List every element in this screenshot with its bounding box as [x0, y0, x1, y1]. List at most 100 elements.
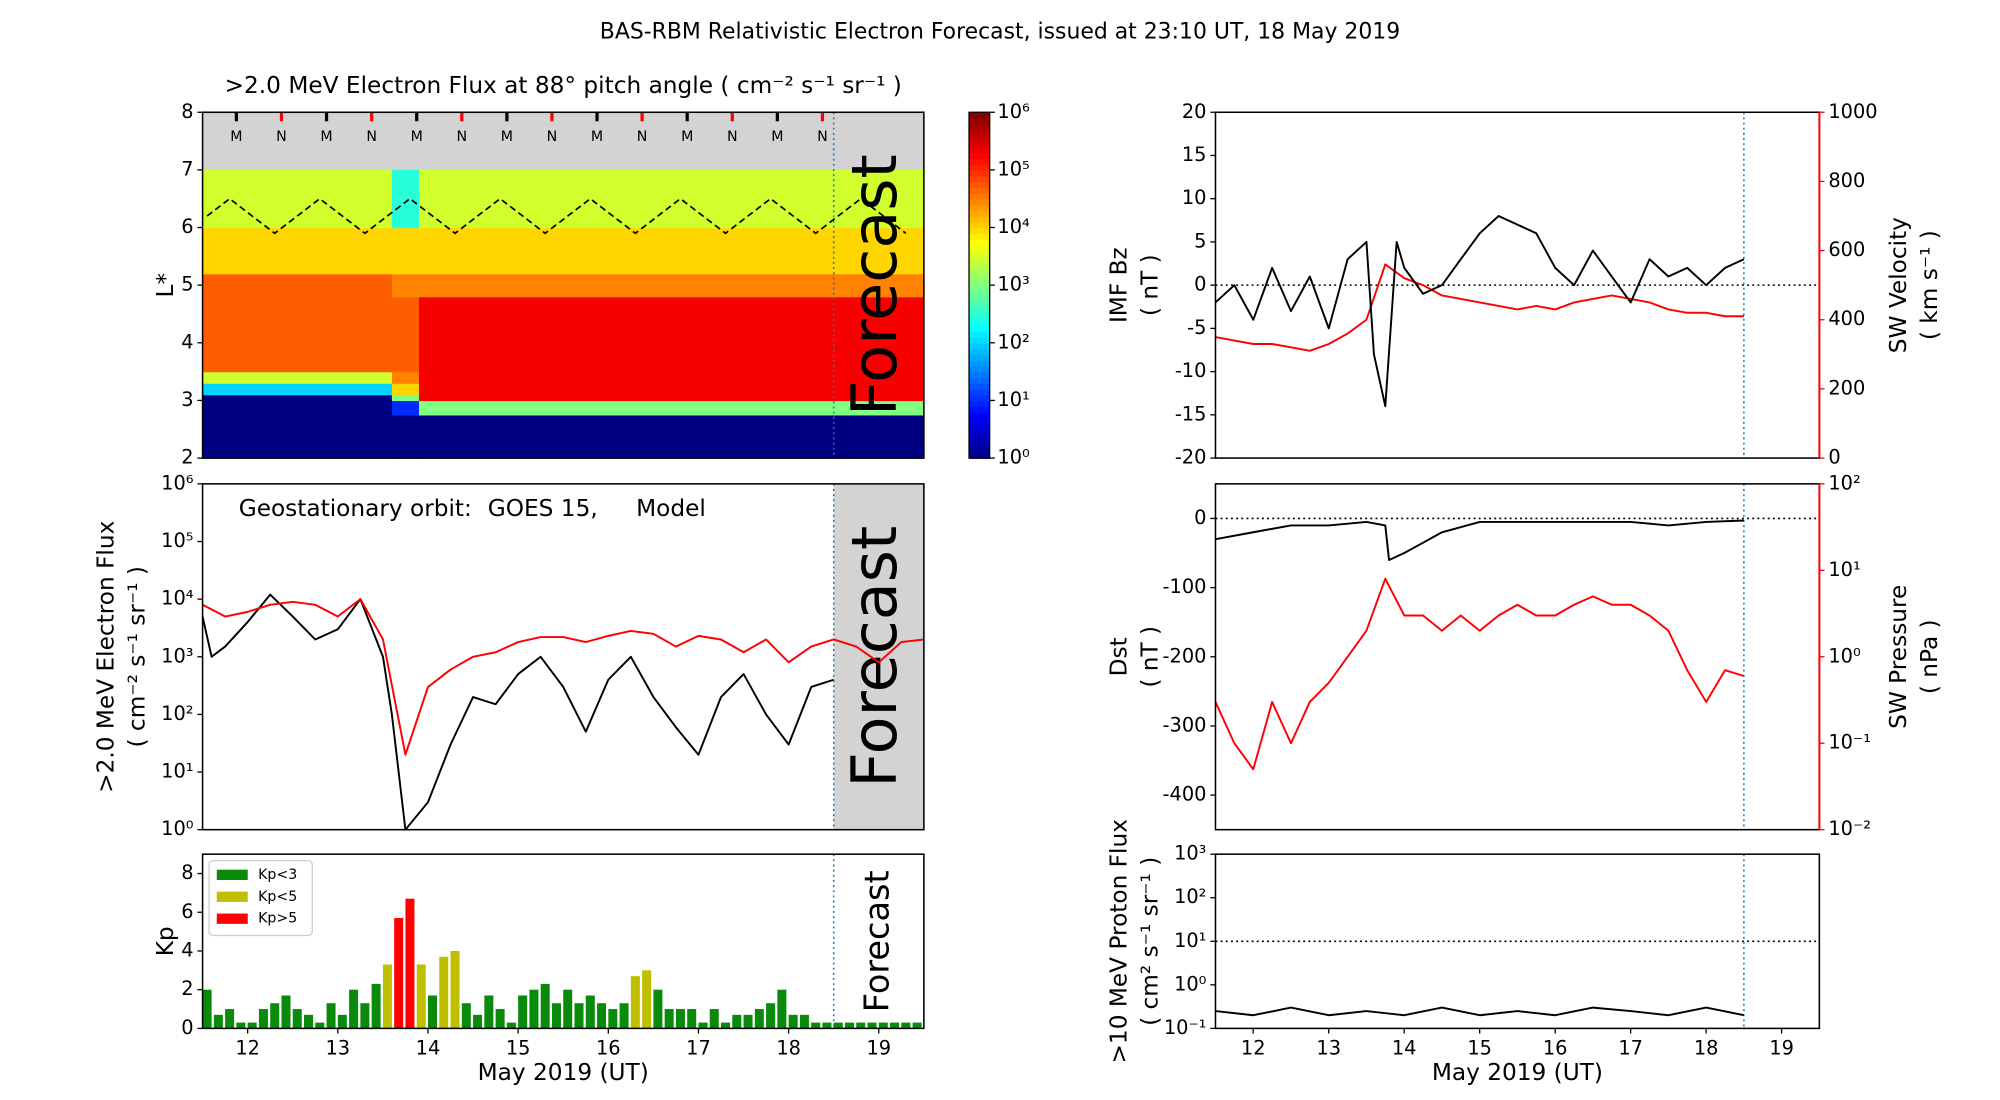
- bar: [878, 1022, 888, 1029]
- colorbar-segment: [969, 204, 990, 212]
- bar: [326, 1003, 336, 1029]
- colorbar-segment: [969, 319, 990, 327]
- colorbar-segment: [969, 435, 990, 442]
- marker-label: M: [320, 129, 332, 145]
- bar: [664, 1009, 674, 1029]
- colorbar-segment: [969, 175, 990, 183]
- bar: [574, 1003, 584, 1029]
- bar: [811, 1022, 821, 1029]
- marker-label: N: [366, 129, 377, 145]
- y-tick-label: 6: [181, 900, 193, 923]
- axes-frame: [201, 853, 925, 1030]
- heatmap-cell: [418, 273, 925, 298]
- colorbar-segment: [969, 411, 990, 419]
- legend-swatch: [216, 913, 248, 924]
- bar: [349, 989, 359, 1029]
- y-tick-label: 0: [1194, 506, 1206, 529]
- colorbar-segment: [969, 354, 990, 361]
- bar: [382, 964, 392, 1029]
- colorbar-segment: [969, 221, 990, 229]
- heatmap-cell: [418, 371, 925, 384]
- y-tick-label: 3: [181, 388, 193, 411]
- bar: [360, 1003, 370, 1029]
- bar: [608, 1009, 618, 1029]
- colorbar-segment: [969, 262, 990, 269]
- y2-axis-label: SW Pressure: [1885, 585, 1912, 729]
- colorbar-segment: [969, 164, 990, 171]
- colorbar-segment: [969, 296, 990, 304]
- bar: [687, 1009, 697, 1029]
- y-axis-label: L*: [152, 273, 179, 298]
- forecast-region: [833, 483, 924, 830]
- colorbar-segment: [969, 141, 990, 148]
- y-axis-label: ( cm² s⁻¹ sr⁻¹ ): [1136, 857, 1163, 1026]
- x-tick-label: 16: [596, 1037, 621, 1060]
- heatmap-cell: [418, 414, 925, 459]
- y-tick-label: -10: [1175, 359, 1207, 382]
- bar: [394, 918, 404, 1029]
- x-axis-label: May 2019 (UT): [1432, 1059, 1603, 1086]
- legend-label: GOES 15,: [488, 495, 598, 522]
- colorbar-segment: [969, 152, 990, 160]
- bar: [405, 898, 415, 1029]
- y-tick-label: -400: [1163, 783, 1207, 806]
- marker-label: N: [276, 129, 287, 145]
- heatmap-cell: [418, 400, 925, 416]
- colorbar-segment: [969, 302, 990, 309]
- bar: [304, 1014, 314, 1029]
- heatmap-cell: [202, 273, 393, 298]
- colorbar-tick-label: 10²: [997, 330, 1029, 353]
- panel: Forecast 0 2 4 6 8 12 13 14 15 16 17 18 19 May 2019 (U…: [152, 853, 925, 1086]
- marker-label: M: [771, 129, 783, 145]
- colorbar-tick-label: 10³: [997, 273, 1029, 296]
- panel: 10⁰ 10¹ 10² 10³ 10⁴ 10⁵ 10⁶ M M M M M M M N N N N N N N Forec…: [152, 72, 1030, 469]
- colorbar-tick-label: 10⁰: [997, 446, 1030, 469]
- bar: [292, 1009, 302, 1029]
- y2-tick-label: 10⁰: [1828, 644, 1861, 667]
- y-tick-label: 5: [1194, 229, 1206, 252]
- heatmap-cell: [418, 296, 925, 373]
- colorbar-segment: [969, 227, 990, 235]
- bar: [585, 995, 595, 1029]
- marker-label: M: [501, 129, 513, 145]
- marker-label: N: [547, 129, 558, 145]
- bar: [754, 1009, 764, 1029]
- data-line: [1215, 1006, 1745, 1017]
- colorbar-segment: [969, 181, 990, 188]
- x-tick-label: 12: [1241, 1037, 1266, 1060]
- y2-axis-label: SW Velocity: [1885, 217, 1912, 353]
- data-line: [1215, 519, 1744, 561]
- marker-label: N: [817, 129, 828, 145]
- panel: 10⁻¹ 10⁰ 10¹ 10² 10³ 12 13 14 15 16 17 18 19 May 2019…: [1106, 819, 1821, 1086]
- heatmap-cell: [418, 227, 925, 275]
- legend-label: Kp>5: [258, 911, 297, 927]
- y2-tick-label: 10²: [1828, 471, 1860, 494]
- colorbar-segment: [969, 146, 990, 154]
- y-tick-label: -20: [1175, 446, 1207, 469]
- bar: [270, 1003, 280, 1029]
- y2-axis-label: ( nPa ): [1916, 619, 1943, 694]
- x-tick-label: 14: [416, 1037, 441, 1060]
- data-line: [1214, 577, 1745, 771]
- bar: [799, 1014, 809, 1029]
- x-tick-label: 15: [506, 1037, 531, 1060]
- x-tick-label: 13: [1316, 1037, 1341, 1060]
- colorbar-segment: [969, 169, 990, 177]
- colorbar-segment: [969, 285, 990, 292]
- heatmap-cell: [418, 383, 925, 396]
- x-tick-label: 12: [235, 1037, 260, 1060]
- colorbar-segment: [969, 198, 990, 206]
- colorbar-segment: [969, 337, 990, 344]
- annotation: Geostationary orbit:: [239, 495, 472, 522]
- x-tick-label: 14: [1392, 1037, 1417, 1060]
- x-tick-label: 19: [1769, 1037, 1794, 1060]
- axes-frame: [201, 483, 925, 831]
- colorbar-segment: [969, 250, 990, 258]
- y2-tick-label: 600: [1828, 238, 1865, 261]
- colorbar-segment: [969, 233, 990, 240]
- bar: [822, 1022, 832, 1029]
